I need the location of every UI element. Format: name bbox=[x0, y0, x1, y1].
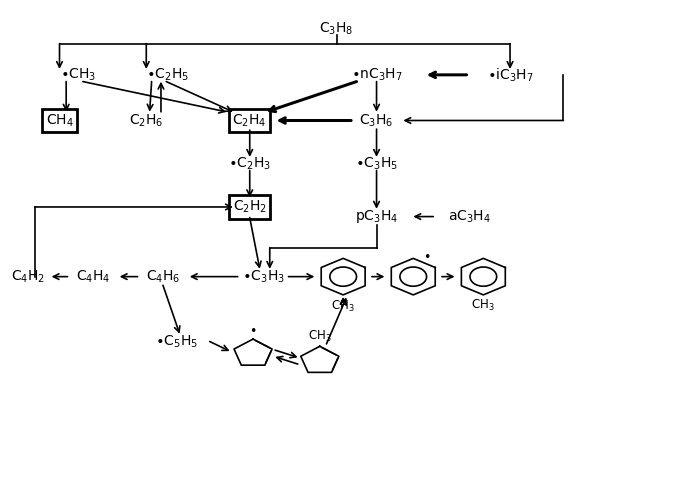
Text: $\bullet$C$_3$H$_3$: $\bullet$C$_3$H$_3$ bbox=[242, 268, 285, 285]
Text: •: • bbox=[250, 326, 257, 338]
Text: $\bullet$C$_3$H$_5$: $\bullet$C$_3$H$_5$ bbox=[355, 156, 398, 172]
Text: CH$_3$: CH$_3$ bbox=[472, 298, 495, 313]
Text: $\bullet$CH$_3$: $\bullet$CH$_3$ bbox=[59, 67, 96, 83]
Text: pC$_3$H$_4$: pC$_3$H$_4$ bbox=[355, 208, 398, 225]
Text: CH$_3$: CH$_3$ bbox=[331, 299, 355, 314]
Text: C$_4$H$_6$: C$_4$H$_6$ bbox=[146, 268, 180, 285]
Text: C$_3$H$_8$: C$_3$H$_8$ bbox=[319, 21, 354, 37]
Text: aC$_3$H$_4$: aC$_3$H$_4$ bbox=[448, 208, 491, 225]
Text: $\bullet$C$_5$H$_5$: $\bullet$C$_5$H$_5$ bbox=[155, 333, 198, 350]
Text: •: • bbox=[423, 251, 431, 264]
Text: $\bullet$C$_2$H$_5$: $\bullet$C$_2$H$_5$ bbox=[146, 67, 189, 83]
Text: $\bullet$nC$_3$H$_7$: $\bullet$nC$_3$H$_7$ bbox=[351, 67, 402, 83]
Text: CH$_4$: CH$_4$ bbox=[46, 112, 73, 129]
Text: C$_4$H$_4$: C$_4$H$_4$ bbox=[75, 268, 110, 285]
Text: $\bullet$iC$_3$H$_7$: $\bullet$iC$_3$H$_7$ bbox=[487, 66, 534, 84]
Text: C$_2$H$_6$: C$_2$H$_6$ bbox=[129, 112, 164, 129]
Text: C$_2$H$_2$: C$_2$H$_2$ bbox=[233, 199, 267, 215]
Text: C$_2$H$_4$: C$_2$H$_4$ bbox=[232, 112, 267, 129]
Text: CH$_3$: CH$_3$ bbox=[308, 329, 332, 344]
Text: C$_3$H$_6$: C$_3$H$_6$ bbox=[359, 112, 394, 129]
Text: C$_4$H$_2$: C$_4$H$_2$ bbox=[11, 268, 45, 285]
Text: $\bullet$C$_2$H$_3$: $\bullet$C$_2$H$_3$ bbox=[228, 156, 271, 172]
